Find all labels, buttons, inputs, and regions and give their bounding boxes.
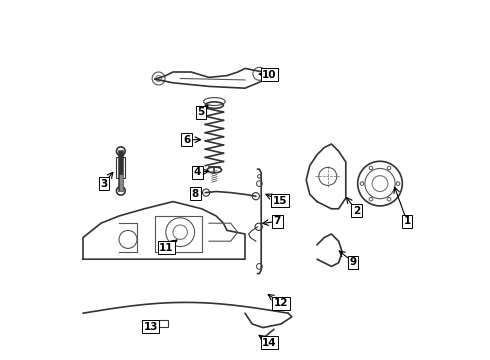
Text: 10: 10 (262, 70, 277, 80)
Text: 11: 11 (159, 243, 174, 253)
Text: 14: 14 (262, 338, 277, 348)
Text: 3: 3 (100, 179, 107, 189)
Text: 5: 5 (197, 107, 205, 117)
Text: 8: 8 (192, 189, 199, 199)
Text: 13: 13 (144, 322, 158, 332)
Text: 9: 9 (349, 257, 357, 267)
Bar (117, 157, 125, 178)
Text: 2: 2 (353, 206, 360, 216)
Text: 7: 7 (274, 216, 281, 226)
Text: 4: 4 (194, 167, 201, 177)
Text: 1: 1 (403, 216, 411, 226)
Bar (159, 320, 168, 327)
Text: 6: 6 (183, 135, 190, 145)
Text: 12: 12 (274, 298, 288, 308)
Text: 15: 15 (273, 196, 288, 206)
